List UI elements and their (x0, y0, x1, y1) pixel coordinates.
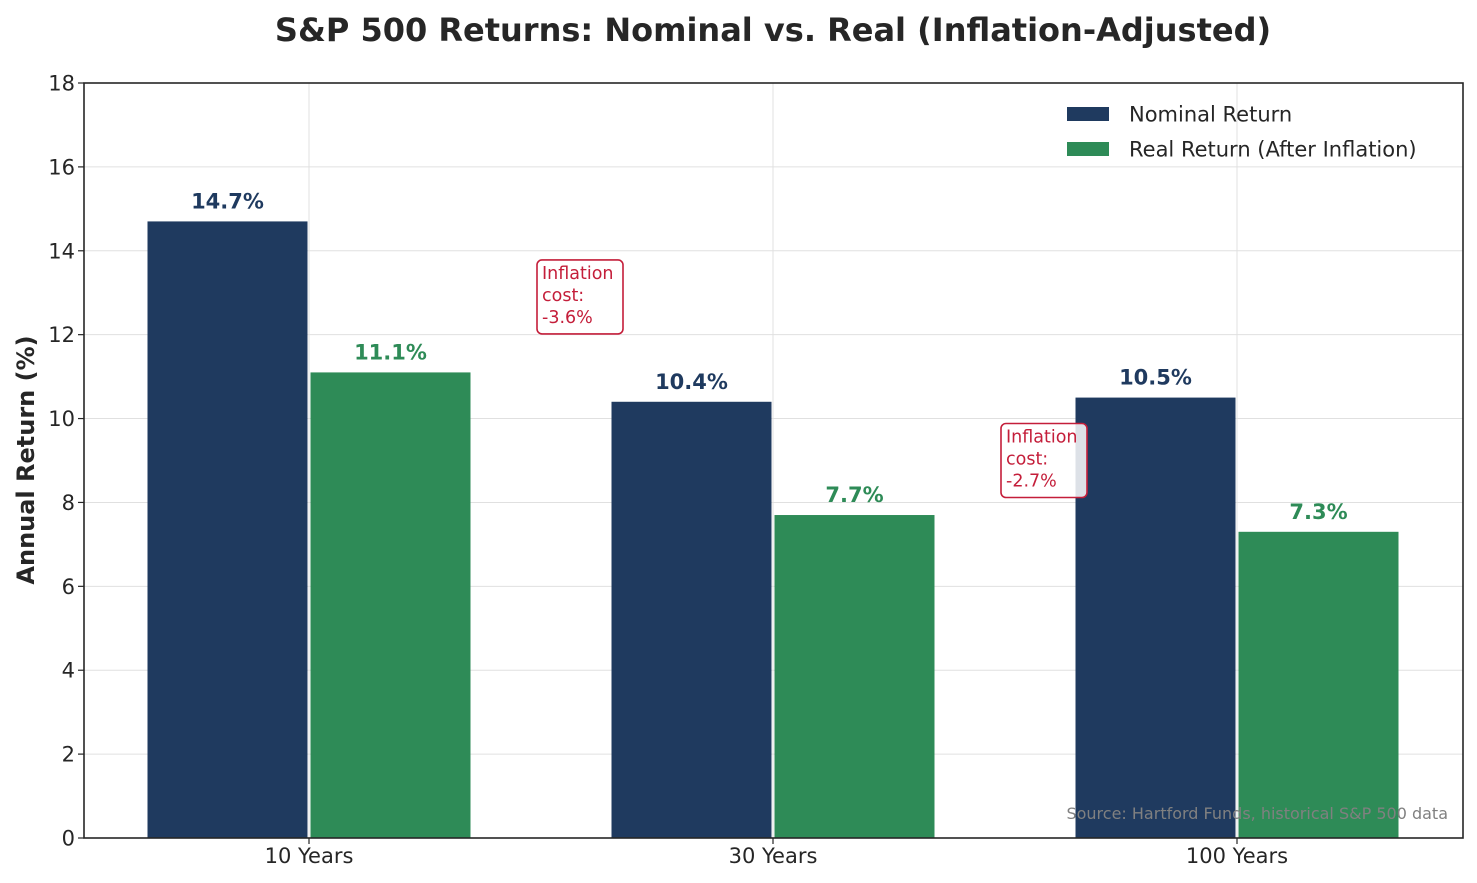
y-tick-label: 16 (48, 155, 75, 179)
y-tick-label: 2 (62, 743, 75, 767)
bar-nominal (611, 401, 772, 838)
chart-title: S&P 500 Returns: Nominal vs. Real (Infla… (275, 11, 1271, 49)
bar-nominal (147, 221, 308, 838)
annotation-line: cost: (542, 286, 584, 306)
y-axis: 0 2 4 6 8 10 12 14 16 18 (48, 72, 84, 851)
legend-swatch (1067, 107, 1109, 121)
x-tick-label: 10 Years (265, 844, 354, 868)
data-label: 14.7% (191, 189, 264, 213)
annotation-box (1000, 422, 1088, 499)
data-label: 11.1% (354, 340, 427, 364)
inflation-cost-annotation: Inflation cost: -3.6% (536, 259, 624, 335)
y-axis-label: Annual Return (%) (12, 335, 40, 584)
annotation-text: Inflation cost: -2.7% (1006, 428, 1078, 492)
x-tick-label: 100 Years (1186, 844, 1288, 868)
y-tick-label: 6 (62, 575, 75, 599)
data-label: 7.3% (1289, 500, 1347, 524)
y-tick-label: 0 (62, 827, 75, 851)
y-tick-label: 14 (48, 239, 75, 263)
annotation-line: -3.6% (542, 308, 593, 328)
y-tick-label: 4 (62, 659, 75, 683)
annotation-line: Inflation (542, 264, 614, 284)
annotations: Inflation cost: -3.6%Inflation cost: -2.7% (536, 259, 1088, 499)
bar-nominal (1075, 397, 1236, 838)
annotation-box (536, 259, 624, 335)
inflation-cost-annotation: Inflation cost: -2.7% (1000, 422, 1088, 499)
annotation-line: Inflation (1006, 428, 1078, 448)
bar-real (774, 515, 935, 838)
data-label: 10.4% (655, 370, 728, 394)
data-labels: 14.7% 10.4% 10.5% 11.1% 7.7% 7.3% (191, 189, 1348, 523)
legend-label: Real Return (After Inflation) (1129, 138, 1417, 162)
source-note: Source: Hartford Funds, historical S&P 5… (1066, 804, 1448, 823)
data-label: 7.7% (825, 483, 883, 507)
bars-layer (147, 221, 1399, 838)
annotation-line: cost: (1006, 450, 1048, 470)
y-tick-label: 12 (48, 323, 75, 347)
bar-real (310, 372, 471, 838)
legend: Nominal Return Real Return (After Inflati… (1067, 103, 1417, 162)
x-axis: 10 Years 30 Years 100 Years (265, 838, 1288, 868)
annotation-line: -2.7% (1006, 472, 1057, 492)
data-label: 10.5% (1119, 366, 1192, 390)
y-tick-label: 10 (48, 407, 75, 431)
x-tick-label: 30 Years (729, 844, 818, 868)
legend-label: Nominal Return (1129, 103, 1292, 127)
y-tick-label: 18 (48, 72, 75, 96)
annotation-text: Inflation cost: -3.6% (542, 264, 614, 328)
bar-real (1238, 531, 1399, 838)
legend-swatch (1067, 142, 1109, 156)
y-tick-label: 8 (62, 491, 75, 515)
